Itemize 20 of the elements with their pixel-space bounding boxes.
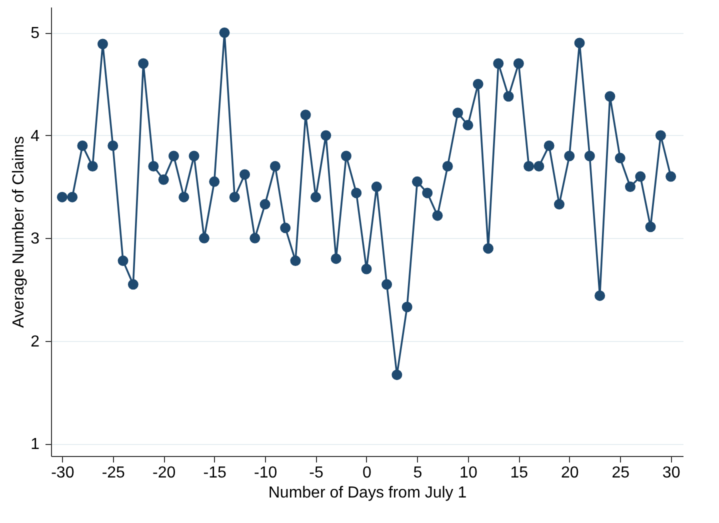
y-tick-label: 2 [30,333,40,350]
x-tick-label: -10 [254,464,278,482]
x-tick-label: -5 [309,464,324,482]
x-tick-label: 30 [662,464,680,482]
x-tick-label: 0 [362,464,372,482]
x-tick-label: 5 [413,464,422,482]
x-tick-label: 25 [612,464,630,482]
x-tick-label: -25 [102,464,126,482]
x-tick-label: -30 [51,464,74,482]
y-tick-label: 5 [30,25,40,42]
x-tick-label: 20 [560,464,579,482]
x-tick-label: -20 [152,464,176,482]
y-tick-label: 1 [30,436,40,454]
x-tick-label: 10 [460,464,478,482]
x-tick-label: -15 [203,464,226,482]
y-tick-label: 4 [30,128,40,145]
y-axis-title: Average Number of Claims [10,136,28,328]
x-axis-title: Number of Days from July 1 [268,484,467,502]
y-tick-label: 3 [30,230,40,248]
x-tick-label: 15 [510,464,528,482]
